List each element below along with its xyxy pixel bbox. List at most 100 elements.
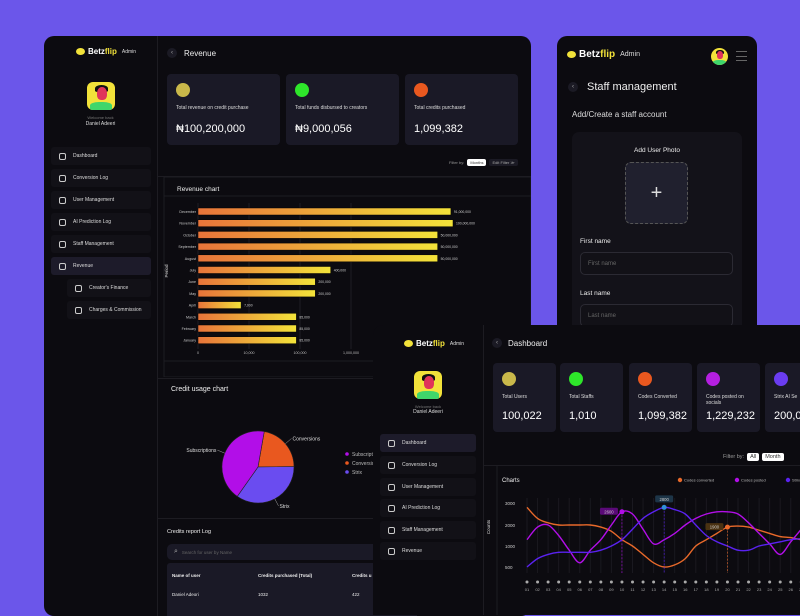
stat-card-total-staffs: Total Staffs 1,010 (560, 363, 623, 432)
sidebar-item-revenue[interactable]: Revenue (380, 542, 476, 560)
stat-icon (176, 83, 190, 97)
sidebar-item-ai-prediction-log[interactable]: AI Prediction Log (51, 213, 151, 231)
back-button[interactable]: ‹ (568, 82, 578, 92)
y-tick-label: 2000 (505, 523, 516, 528)
y-tick-label: June (188, 280, 196, 284)
x-tick-dot (726, 581, 729, 584)
x-tick-label: 24 (767, 587, 772, 592)
x-tick-dot (557, 581, 560, 584)
data-label: 85,000 (299, 339, 309, 343)
stat-card-strix-ai-se: Strix AI Se 200,0 (765, 363, 800, 432)
y-tick-label: November (179, 222, 196, 226)
x-tick-label: 03 (546, 587, 551, 592)
sidebar-item-user-management[interactable]: User Management (380, 478, 476, 496)
refresh-icon (388, 462, 395, 469)
sidebar-item-dashboard[interactable]: Dashboard (51, 147, 151, 165)
sidebar-item-label: AI Prediction Log (402, 505, 440, 511)
filter-months-chip[interactable]: Months (467, 159, 486, 166)
column-header: Credits u (352, 573, 372, 578)
bar-october (198, 231, 438, 238)
y-tick-label: July (190, 269, 197, 273)
filter-month-chip[interactable]: Month (762, 453, 783, 461)
x-tick-dot (747, 581, 750, 584)
star-icon (75, 285, 82, 292)
sidebar-item-creator-s-finance[interactable]: Creator's Finance (67, 279, 151, 297)
stat-value: 1,099,382 (414, 123, 463, 135)
x-tick-label: 08 (599, 587, 604, 592)
sidebar-item-label: Conversion Log (73, 175, 108, 181)
x-tick-label: 21 (736, 587, 741, 592)
filter-all-chip[interactable]: All (747, 453, 759, 461)
data-label: 50,000,000 (441, 245, 458, 249)
sidebar-item-ai-prediction-log[interactable]: AI Prediction Log (380, 499, 476, 517)
legend-label: Codes posted (741, 478, 766, 483)
back-button[interactable]: ‹ (167, 48, 177, 58)
page-title: Staff management (587, 81, 677, 93)
sidebar-item-staff-management[interactable]: Staff Management (380, 521, 476, 539)
stat-label: Total revenue on credit purchase (176, 105, 275, 111)
bar-november (198, 220, 453, 227)
x-tick-dot (568, 581, 571, 584)
bar-may (198, 290, 315, 297)
x-tick-label: 10,000 (244, 351, 255, 355)
menu-icon[interactable] (736, 51, 747, 61)
y-tick-label: 3000 (505, 501, 516, 506)
bar-june (198, 278, 315, 285)
x-tick-dot (789, 581, 792, 584)
sidebar-item-conversion-log[interactable]: Conversion Log (380, 456, 476, 474)
sidebar-item-revenue[interactable]: Revenue (51, 257, 151, 275)
bar-february (198, 325, 296, 332)
y-tick-label: April (189, 304, 196, 308)
sidebar-item-dashboard[interactable]: Dashboard (380, 434, 476, 452)
sidebar-item-charges-commission[interactable]: Charges & Commission (67, 301, 151, 319)
avatar[interactable] (711, 48, 728, 65)
sidebar-item-staff-management[interactable]: Staff Management (51, 235, 151, 253)
first-name-input[interactable]: First name (580, 252, 733, 275)
last-name-label: Last name (580, 290, 610, 297)
filter-bar: Filter by: All Month (723, 453, 784, 461)
edit-filter-button[interactable]: Edit Filter ≫ (489, 159, 517, 166)
x-tick-dot (547, 581, 550, 584)
slice-label: Subscriptions (186, 448, 217, 454)
staff-form: Add User Photo + First name First name L… (572, 132, 742, 336)
last-name-input[interactable]: Last name (580, 304, 733, 327)
x-tick-dot (631, 581, 634, 584)
grid-icon (59, 153, 66, 160)
x-tick-dot (589, 581, 592, 584)
section-subtitle: Add/Create a staff account (572, 110, 667, 119)
y-tick-label: 1000 (505, 544, 516, 549)
column-header: Name of user (172, 573, 201, 578)
data-label: 400,000 (334, 269, 346, 273)
x-tick-label: 18 (704, 587, 709, 592)
x-tick-label: 02 (535, 587, 540, 592)
highlight-point (725, 525, 730, 530)
data-label: 200,000 (318, 292, 330, 296)
legend-marker (345, 470, 349, 474)
legend-label: Codes converted (684, 478, 714, 483)
y-tick-label: 500 (505, 565, 513, 570)
filter-label: Filter by: (723, 454, 744, 460)
bar-december (198, 208, 451, 215)
refresh-icon (59, 175, 66, 182)
avatar (414, 371, 442, 399)
wallet-icon (388, 548, 395, 555)
x-tick-label: 11 (630, 587, 635, 592)
x-tick-label: 1,000,000 (343, 351, 359, 355)
sidebar-item-label: Creator's Finance (89, 285, 128, 291)
x-tick-label: 20 (725, 587, 730, 592)
back-button[interactable]: ‹ (492, 338, 502, 348)
sidebar-item-user-management[interactable]: User Management (51, 191, 151, 209)
x-tick-label: 05 (567, 587, 572, 592)
grid-icon (388, 440, 395, 447)
stat-value: 1,010 (569, 410, 597, 422)
x-tick-label: 06 (578, 587, 583, 592)
add-photo-button[interactable]: + (625, 162, 688, 224)
data-label: 7,000 (244, 304, 253, 308)
bar-march (198, 313, 296, 320)
sidebar-item-conversion-log[interactable]: Conversion Log (51, 169, 151, 187)
data-label: 200,000 (318, 280, 330, 284)
data-label: 85,000 (299, 315, 309, 319)
filter-bar: Filter by: Months Edit Filter ≫ (449, 159, 518, 166)
